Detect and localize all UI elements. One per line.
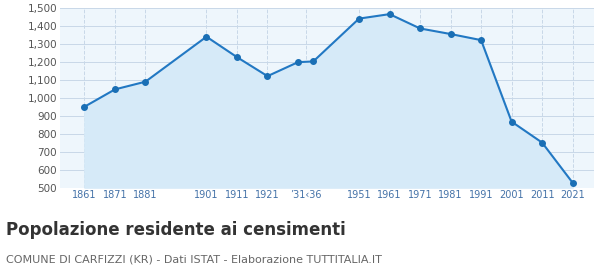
Point [538,140,547,145]
Point [308,59,318,64]
Point [415,26,425,31]
Point [232,55,242,59]
Point [385,12,394,16]
Point [354,16,364,21]
Point [293,60,303,64]
Point [507,119,517,124]
Point [263,74,272,78]
Point [568,181,577,185]
Point [140,80,150,84]
Text: Popolazione residente ai censimenti: Popolazione residente ai censimenti [6,221,346,239]
Text: COMUNE DI CARFIZZI (KR) - Dati ISTAT - Elaborazione TUTTITALIA.IT: COMUNE DI CARFIZZI (KR) - Dati ISTAT - E… [6,255,382,265]
Point [446,32,455,36]
Point [80,104,89,109]
Point [110,87,120,92]
Point [476,38,486,42]
Point [202,34,211,39]
